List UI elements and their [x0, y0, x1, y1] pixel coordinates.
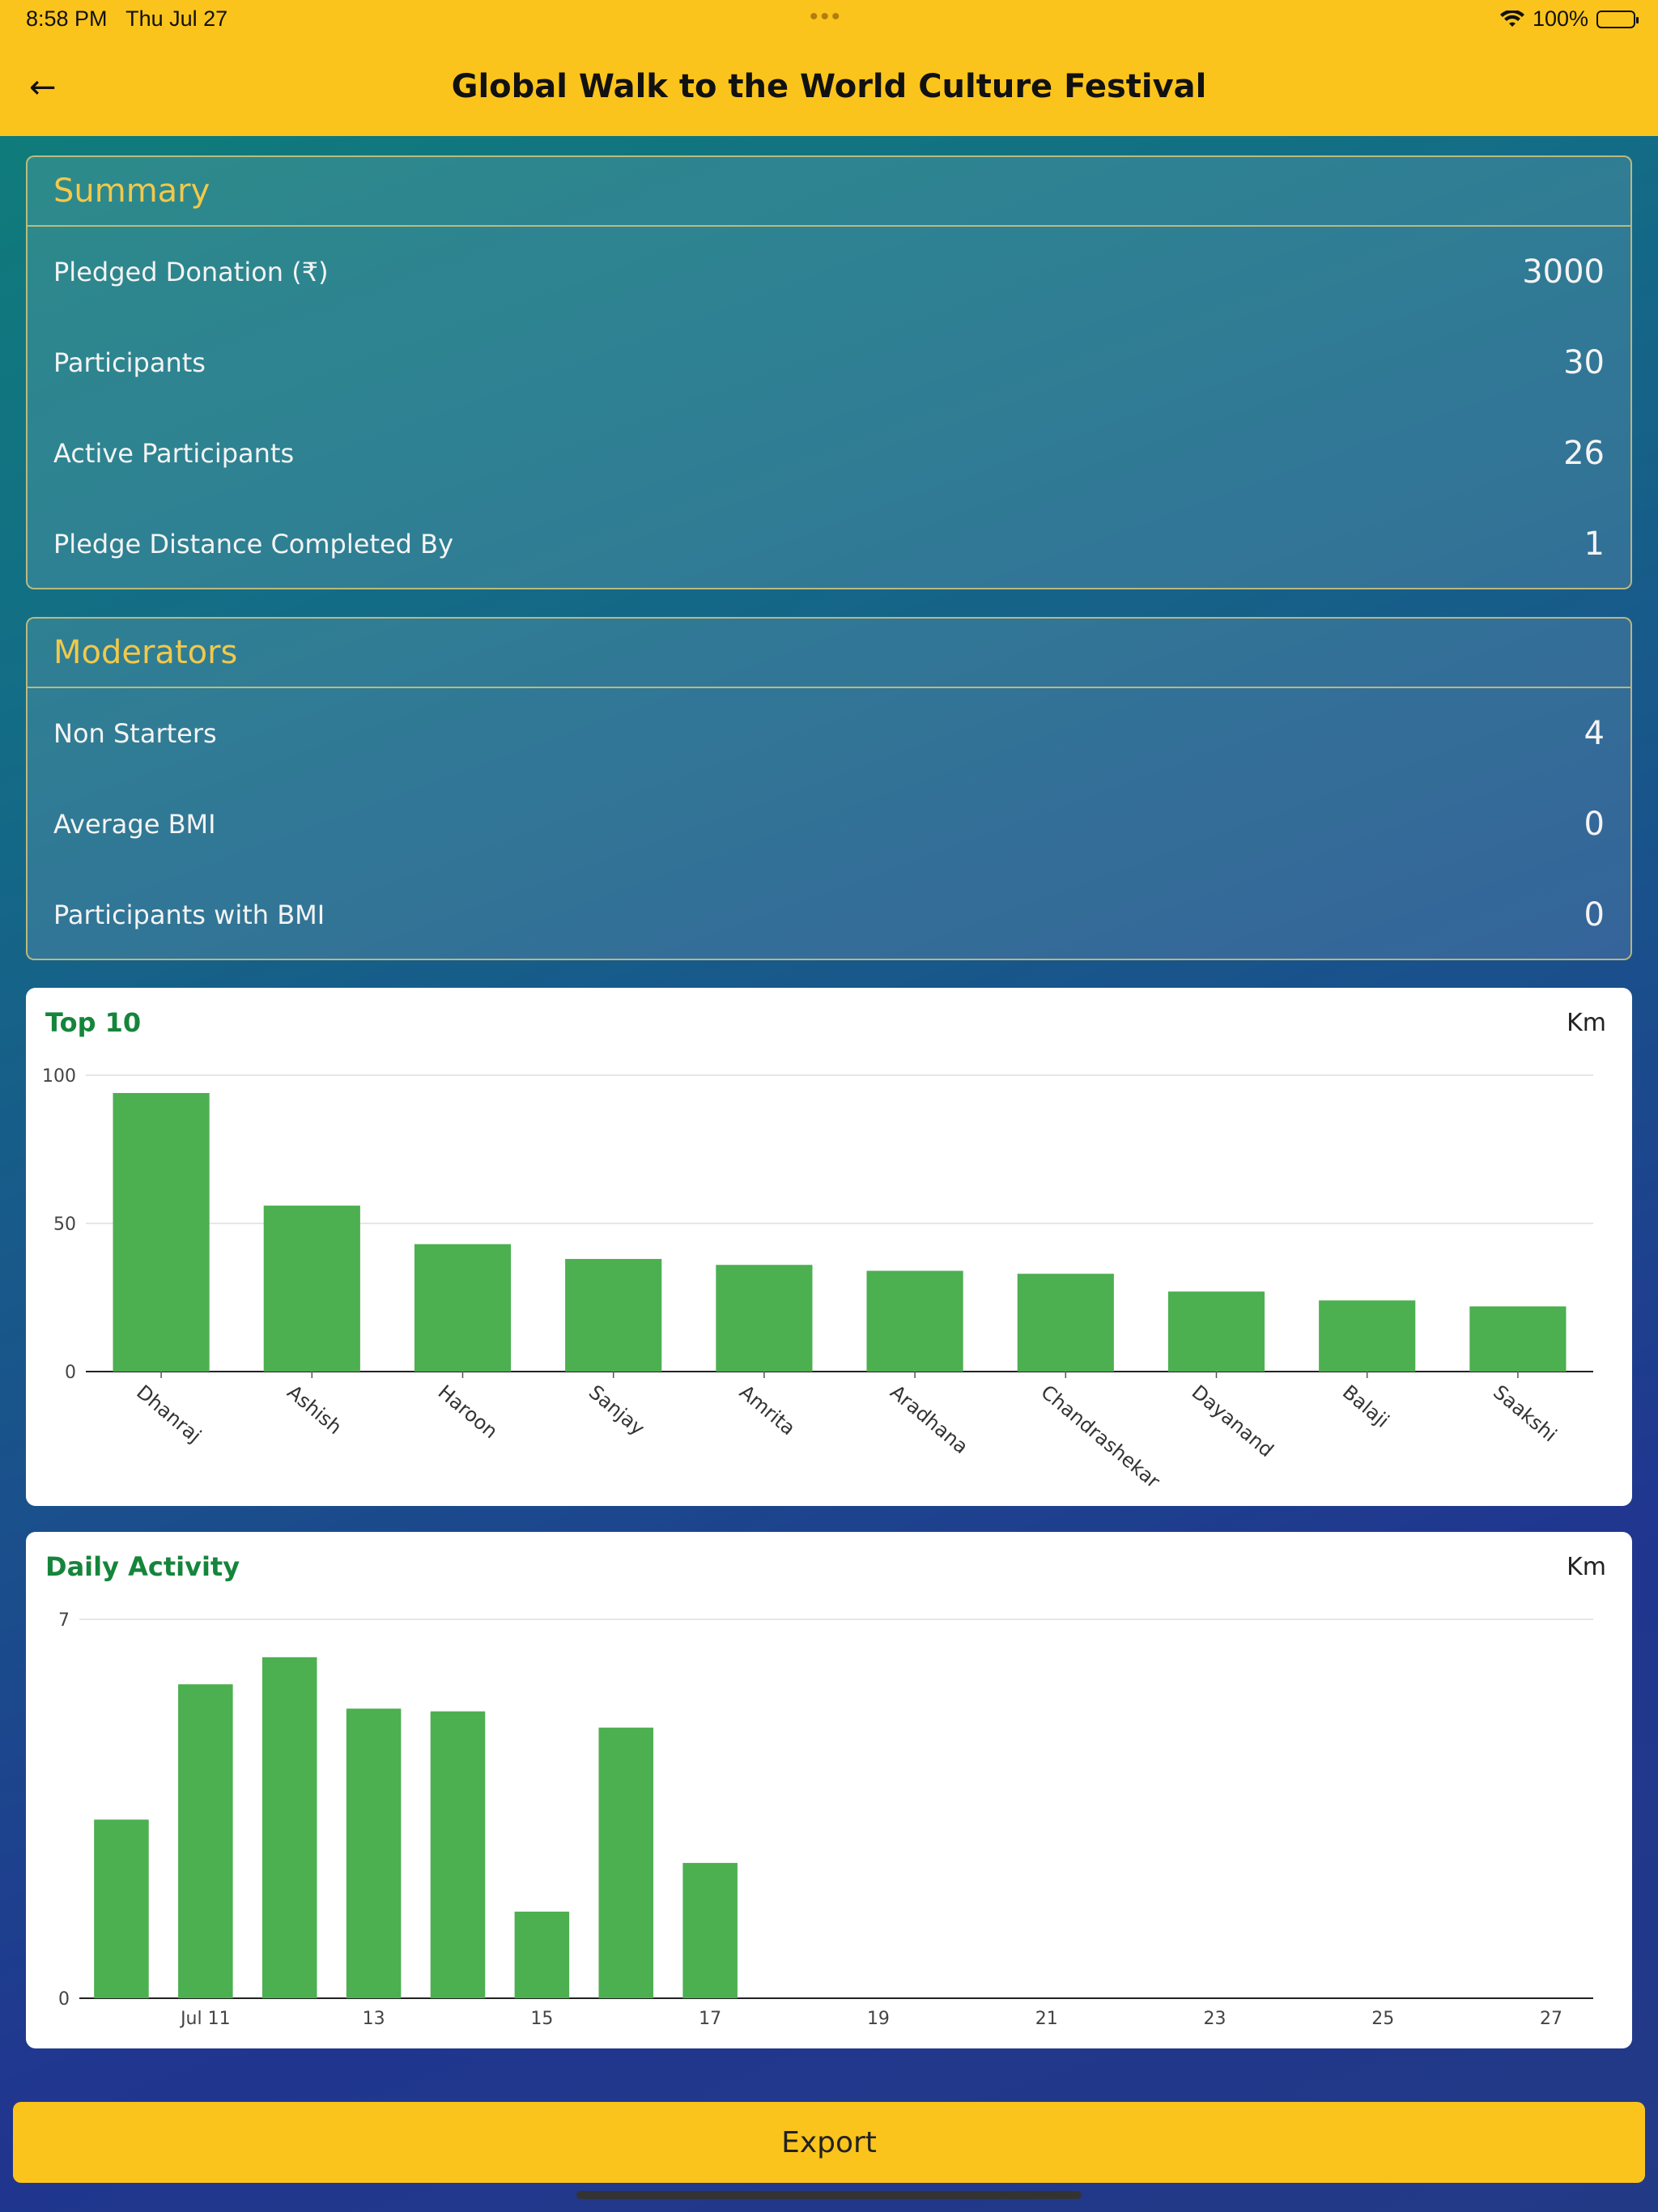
wifi-icon	[1499, 10, 1524, 27]
bar	[866, 1270, 963, 1372]
row-value: 0	[1584, 896, 1605, 934]
x-tick-label: 17	[699, 2009, 721, 2029]
battery-percent: 100%	[1532, 6, 1588, 31]
top10-title: Top 10	[45, 1007, 142, 1038]
row-value: 3000	[1522, 253, 1605, 291]
x-tick-label: 13	[363, 2009, 385, 2029]
x-tick-label: 21	[1035, 2009, 1058, 2029]
x-tick-label: 27	[1540, 2009, 1562, 2029]
status-date: Thu Jul 27	[125, 6, 228, 31]
row-label: Active Participants	[53, 438, 295, 469]
y-tick-label: 7	[58, 1610, 70, 1631]
summary-row-pledged-donation: Pledged Donation (₹) 3000	[28, 227, 1630, 317]
export-button[interactable]: Export	[13, 2102, 1645, 2183]
row-label: Pledge Distance Completed By	[53, 529, 454, 559]
status-right: 100%	[1499, 6, 1639, 32]
bar	[682, 1862, 738, 1998]
moderators-row-average-bmi: Average BMI 0	[28, 779, 1630, 870]
home-indicator[interactable]	[576, 2191, 1082, 2199]
bar	[1167, 1291, 1265, 1372]
bar	[514, 1912, 570, 1998]
daily-activity-chart: 0 7 Jul 11 13 15 17 19 21 23 25 27	[58, 1610, 1593, 2029]
top10-unit: Km	[1567, 1009, 1606, 1037]
moderators-card: Moderators Non Starters 4 Average BMI 0 …	[26, 617, 1632, 960]
x-category-label: Dayanand	[1188, 1380, 1278, 1461]
row-label: Participants	[53, 347, 206, 378]
row-label: Participants with BMI	[53, 900, 325, 930]
x-category-label: Balaji	[1338, 1380, 1393, 1432]
bar	[565, 1258, 662, 1372]
row-value: 30	[1563, 344, 1605, 381]
x-category-label: Amrita	[735, 1380, 800, 1440]
row-value: 4	[1584, 715, 1605, 752]
row-label: Non Starters	[53, 718, 217, 749]
bar	[716, 1265, 813, 1372]
x-category-label: Dhanraj	[132, 1380, 206, 1447]
daily-title: Daily Activity	[45, 1551, 240, 1582]
x-tick-label: 19	[867, 2009, 890, 2029]
page-title: Global Walk to the World Culture Festiva…	[451, 68, 1207, 105]
x-tick-label: 23	[1204, 2009, 1226, 2029]
bar	[1017, 1274, 1114, 1372]
bar	[414, 1244, 512, 1372]
bar	[598, 1727, 654, 1998]
summary-card: Summary Pledged Donation (₹) 3000 Partic…	[26, 155, 1632, 589]
row-label: Pledged Donation (₹)	[53, 257, 329, 287]
back-arrow-icon[interactable]: ←	[29, 69, 57, 106]
x-category-label: Aradhana	[886, 1380, 972, 1458]
x-category-label: Sanjay	[585, 1380, 649, 1440]
top10-chart-panel: 0 50 100 Dhanraj Ashish Haroon Sanjay Amrita Ara…	[26, 988, 1632, 1506]
status-bar: 8:58 PM Thu Jul 27 ••• 100%	[0, 0, 1658, 39]
bar	[1469, 1306, 1567, 1372]
bar	[1319, 1300, 1416, 1372]
x-category-label: Ashish	[283, 1380, 346, 1439]
moderators-row-participants-bmi: Participants with BMI 0	[28, 870, 1630, 960]
bar	[346, 1708, 402, 1998]
daily-unit: Km	[1567, 1553, 1606, 1581]
row-value: 1	[1584, 525, 1605, 563]
summary-row-active-participants: Active Participants 26	[28, 408, 1630, 499]
summary-row-pledge-distance: Pledge Distance Completed By 1	[28, 499, 1630, 589]
daily-chart-panel: 0 7 Jul 11 13 15 17 19 21 23 25 27 Daily Activity …	[26, 1532, 1632, 2048]
x-category-label: Haroon	[434, 1380, 502, 1443]
moderators-row-non-starters: Non Starters 4	[28, 688, 1630, 779]
top10-chart: 0 50 100 Dhanraj Ashish Haroon Sanjay Amrita Ara…	[42, 1066, 1593, 1493]
bar	[178, 1684, 233, 1998]
row-value: 26	[1563, 435, 1605, 472]
x-tick-label: Jul 11	[179, 2009, 231, 2029]
bar	[261, 1657, 317, 1998]
bar	[430, 1711, 486, 1998]
summary-heading: Summary	[28, 157, 1630, 227]
multitask-dots-icon[interactable]: •••	[810, 3, 843, 30]
bar	[94, 1819, 149, 1998]
x-tick-label: 15	[530, 2009, 553, 2029]
y-tick-label: 0	[58, 1989, 70, 2010]
row-label: Average BMI	[53, 809, 216, 840]
bar	[113, 1092, 210, 1372]
app-header: 8:58 PM Thu Jul 27 ••• 100% ← Global Wal…	[0, 0, 1658, 136]
y-tick-label: 100	[42, 1066, 76, 1087]
status-time: 8:58 PM Thu Jul 27	[26, 6, 228, 31]
x-tick-label: 25	[1371, 2009, 1394, 2029]
bar	[263, 1206, 360, 1372]
x-category-label: Saakshi	[1489, 1380, 1561, 1446]
row-value: 0	[1584, 806, 1605, 843]
x-category-label: Chandrashekar	[1036, 1380, 1164, 1493]
summary-row-participants: Participants 30	[28, 317, 1630, 408]
battery-icon	[1596, 10, 1639, 28]
y-tick-label: 50	[53, 1214, 76, 1235]
y-tick-label: 0	[65, 1363, 76, 1383]
moderators-heading: Moderators	[28, 619, 1630, 688]
